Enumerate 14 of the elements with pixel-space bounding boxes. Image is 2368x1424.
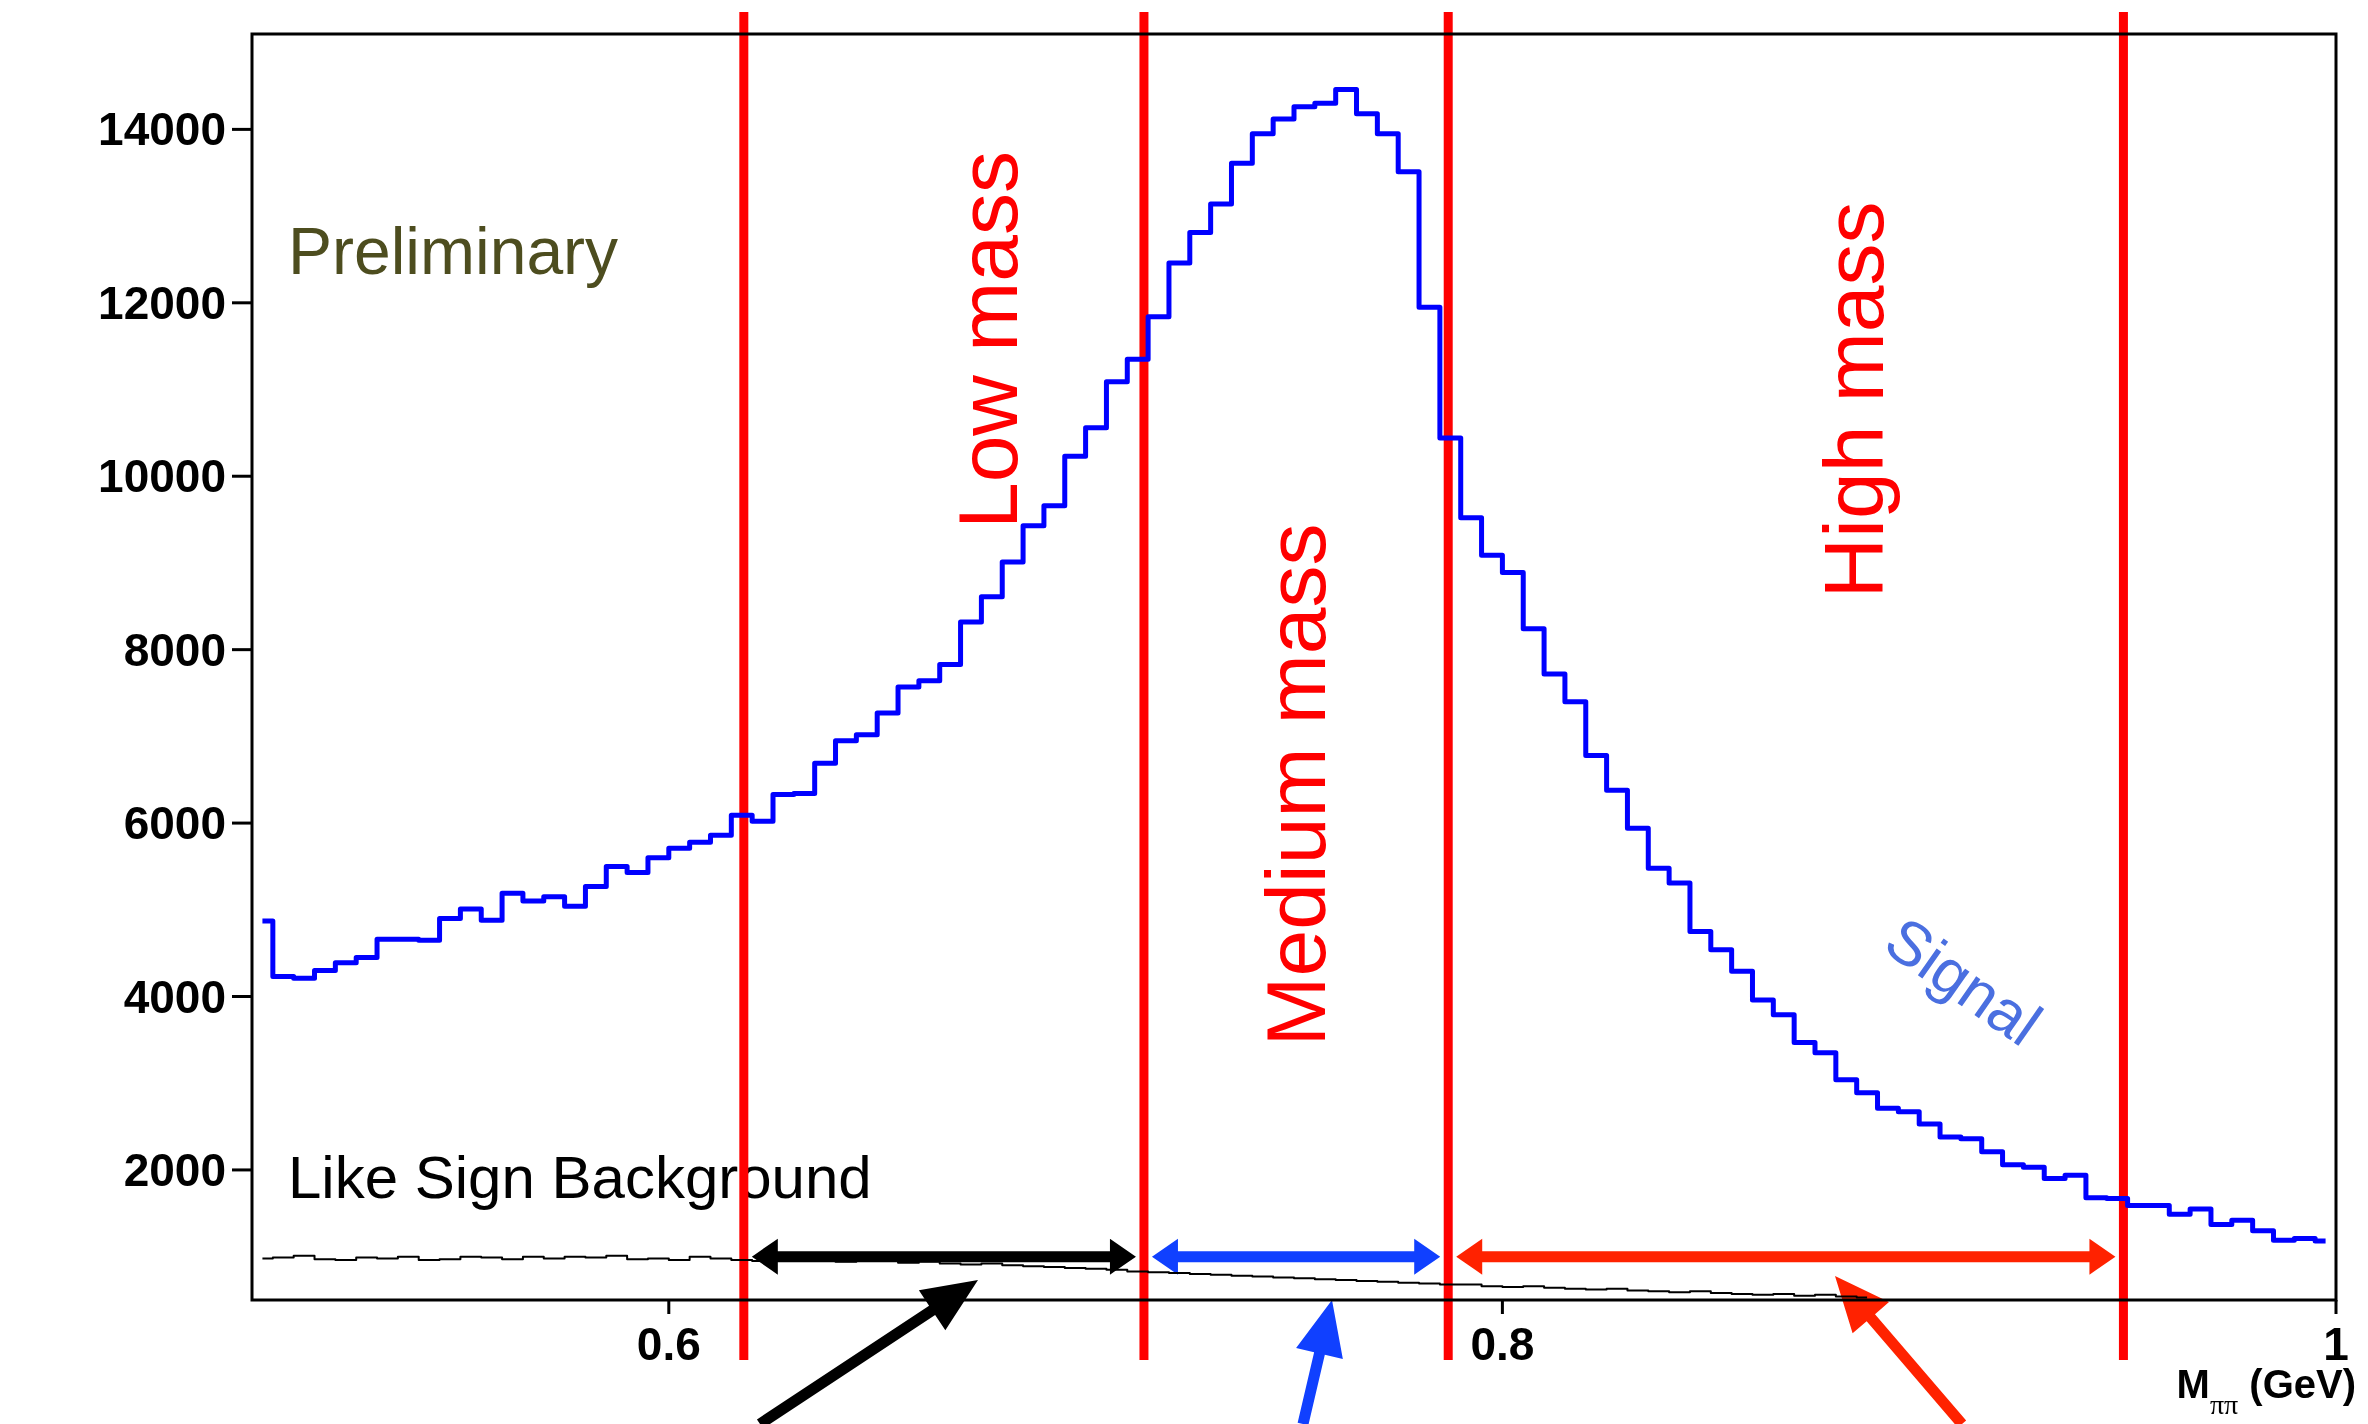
- annotation: Medium mass: [1249, 523, 1344, 1047]
- y-tick-label: 6000: [123, 797, 226, 850]
- y-tick-label: 4000: [123, 970, 226, 1023]
- y-tick-label: 10000: [98, 450, 226, 503]
- y-tick-label: 14000: [98, 103, 226, 156]
- x-axis-title: M$_{ππ}$ (GeV): [2176, 1362, 2356, 1420]
- y-tick-label: 12000: [98, 276, 226, 329]
- y-tick-label: 2000: [123, 1144, 226, 1197]
- annotation: Low mass: [941, 150, 1036, 530]
- annotation: High mass: [1807, 201, 1902, 599]
- x-tick-label: 0.6: [636, 1318, 701, 1370]
- y-tick-label: 8000: [123, 623, 226, 676]
- annotation: Preliminary: [288, 214, 619, 288]
- x-tick-label: 0.8: [1470, 1318, 1535, 1370]
